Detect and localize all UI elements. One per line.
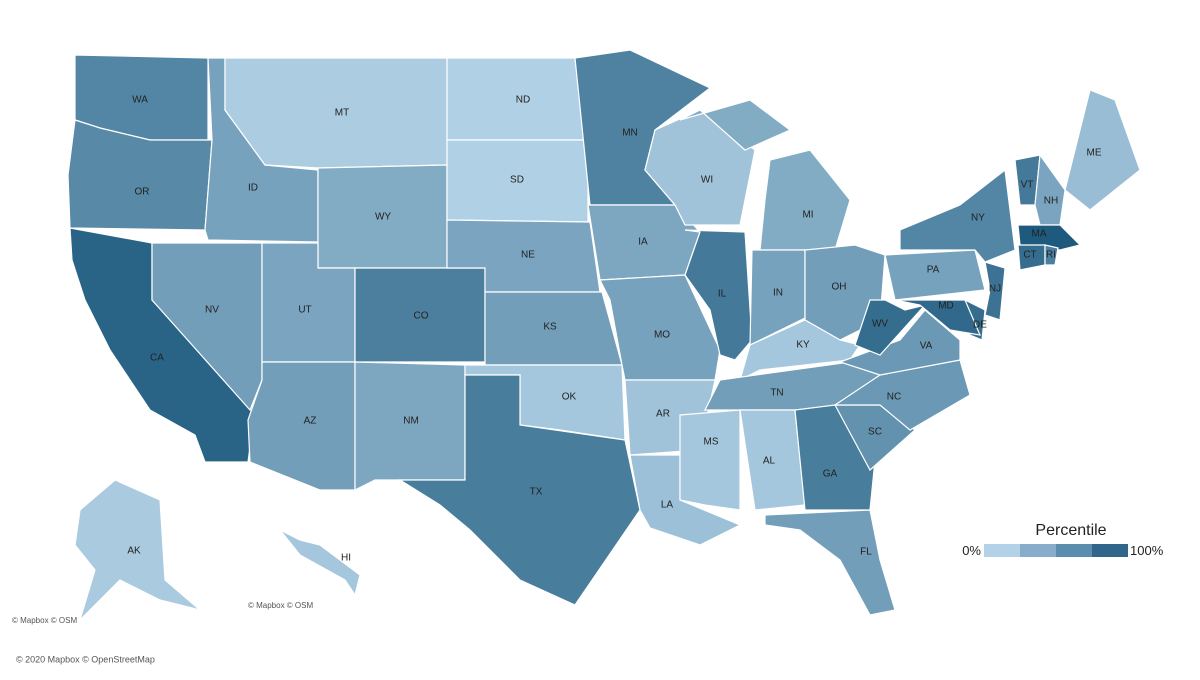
state xyxy=(679,409,741,511)
states xyxy=(67,49,1141,621)
state-label: NJ xyxy=(989,284,1001,295)
state-label: LA xyxy=(661,500,674,511)
state-label: TX xyxy=(530,487,543,498)
state-label: RI xyxy=(1046,250,1056,261)
state-label: MO xyxy=(654,330,670,341)
state-label: ME xyxy=(1087,148,1102,159)
state xyxy=(794,404,876,511)
state xyxy=(1034,153,1066,226)
legend-title: Percentile xyxy=(1035,522,1106,539)
state-label: AZ xyxy=(304,416,317,427)
state-label: MI xyxy=(802,210,813,221)
state-label: MA xyxy=(1032,229,1047,240)
state xyxy=(279,529,361,597)
state-label: KS xyxy=(543,322,557,333)
state-label: NM xyxy=(403,416,419,427)
state-label: ID xyxy=(248,183,258,194)
state-label: IA xyxy=(638,237,648,248)
state xyxy=(764,509,896,616)
attribution: © 2020 Mapbox © OpenStreetMap xyxy=(16,654,155,664)
state-label: CO xyxy=(414,311,429,322)
state-label: CT xyxy=(1023,250,1036,261)
attribution: © Mapbox © OSM xyxy=(248,601,313,610)
state-label: OR xyxy=(135,187,150,198)
state xyxy=(151,242,263,412)
state xyxy=(838,309,961,376)
state-label: WA xyxy=(132,95,148,106)
state xyxy=(679,99,792,151)
legend-swatch xyxy=(1092,544,1128,557)
state xyxy=(854,299,927,356)
state-label: KY xyxy=(796,340,810,351)
legend-swatch xyxy=(1056,544,1092,557)
state-label: NE xyxy=(521,250,535,261)
state-label: FL xyxy=(860,547,872,558)
state-label: VA xyxy=(920,341,933,352)
state-label: CA xyxy=(150,353,164,364)
state-label: DE xyxy=(973,320,987,331)
state-label: VT xyxy=(1021,180,1034,191)
state-label: SD xyxy=(510,175,524,186)
state-label: NC xyxy=(887,392,901,403)
legend-swatch xyxy=(984,544,1020,557)
state-label: OH xyxy=(832,282,847,293)
state-label: NH xyxy=(1044,196,1058,207)
state-label: AK xyxy=(127,546,141,557)
state xyxy=(684,229,753,361)
state-label: MN xyxy=(622,128,638,139)
state xyxy=(1044,244,1059,266)
state xyxy=(884,249,986,301)
state-label: AL xyxy=(763,456,776,467)
legend-label: 0% xyxy=(962,543,981,558)
state xyxy=(759,149,851,251)
state xyxy=(984,261,1006,321)
state-label: WV xyxy=(872,319,888,330)
state-label: ND xyxy=(516,95,530,106)
state-label: IN xyxy=(773,288,783,299)
state-label: WY xyxy=(375,212,391,223)
state-label: GA xyxy=(823,469,838,480)
state-label: UT xyxy=(298,305,311,316)
state-label: AR xyxy=(656,409,670,420)
attribution: © Mapbox © OSM xyxy=(12,616,77,625)
state xyxy=(1017,224,1082,251)
state-label: MT xyxy=(335,108,349,119)
state xyxy=(1064,89,1141,211)
state-label: WI xyxy=(701,175,713,186)
state xyxy=(894,299,981,336)
state-label: PA xyxy=(927,265,940,276)
legend-swatch xyxy=(1020,544,1056,557)
state-label: HI xyxy=(341,553,351,564)
legend-label: 100% xyxy=(1130,543,1164,558)
state-label: OK xyxy=(562,392,577,403)
state-label: MS xyxy=(704,437,719,448)
state-labels: WA OR CA NV ID MT WY UT CO AZ NM ND SD NE KS OK TX MN IA MO… xyxy=(127,95,1102,564)
state-label: MD xyxy=(938,301,954,312)
state-label: NV xyxy=(205,305,219,316)
state xyxy=(899,168,1016,263)
state xyxy=(74,479,201,621)
state-label: NY xyxy=(971,213,985,224)
state-label: TN xyxy=(770,388,783,399)
state xyxy=(247,361,356,491)
state-label: SC xyxy=(868,427,882,438)
state xyxy=(397,374,641,606)
state-label: IL xyxy=(718,289,727,300)
